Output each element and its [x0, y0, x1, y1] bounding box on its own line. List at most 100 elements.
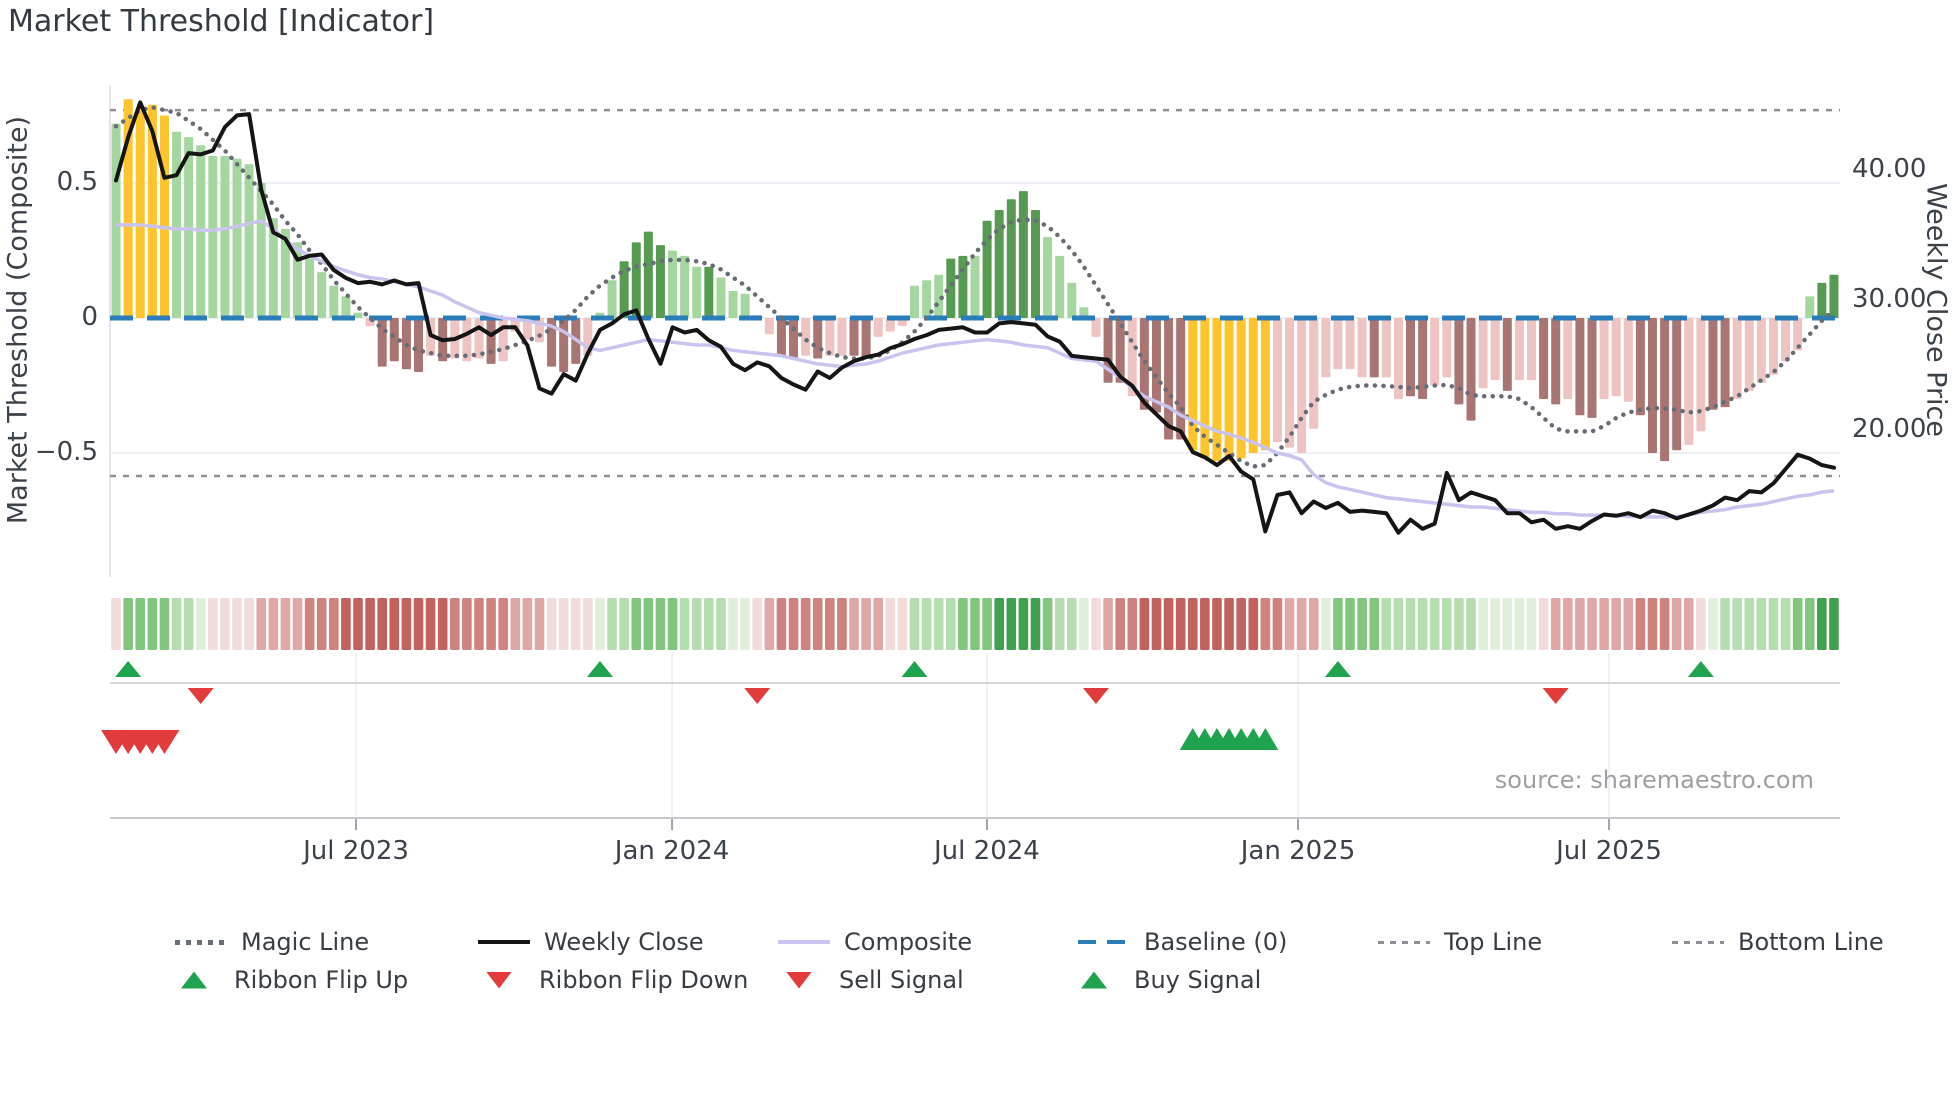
- ribbon-cell: [1611, 598, 1621, 650]
- ribbon-cell: [1066, 598, 1077, 650]
- ribbon-cell: [1393, 598, 1404, 650]
- threshold-bar: [994, 210, 1004, 318]
- threshold-bar: [1781, 318, 1791, 362]
- threshold-bar: [1805, 296, 1815, 318]
- ribbon-cell: [631, 598, 642, 650]
- ribbon-cell: [740, 598, 750, 650]
- threshold-bar: [559, 318, 569, 372]
- ribbon-cell: [534, 598, 545, 650]
- ribbon-cell: [1744, 598, 1755, 650]
- ribbon-cell: [583, 598, 593, 650]
- threshold-bar: [1272, 318, 1282, 443]
- ribbon-cell: [643, 598, 654, 650]
- threshold-bar: [619, 261, 629, 318]
- threshold-bar: [1793, 318, 1803, 351]
- ribbon-cell: [812, 598, 823, 650]
- ribbon-cell: [1514, 598, 1525, 650]
- ribbon-cell: [208, 598, 218, 650]
- ribbon-cell: [1248, 598, 1259, 650]
- threshold-bar: [1067, 282, 1077, 318]
- ribbon-cell: [607, 598, 617, 650]
- ribbon-cell: [1333, 598, 1343, 650]
- ribbon-cell: [353, 598, 363, 650]
- threshold-bar: [1551, 318, 1561, 405]
- threshold-bar: [1127, 318, 1137, 397]
- threshold-bar: [885, 318, 895, 332]
- ribbon-cell: [1127, 598, 1138, 650]
- ribbon-cell: [377, 598, 388, 650]
- threshold-bar: [1406, 318, 1416, 397]
- solid-black-icon: [478, 940, 530, 944]
- threshold-bar: [922, 280, 932, 318]
- threshold-bar: [1587, 318, 1597, 418]
- dashed-gray-swatch: [1378, 940, 1430, 944]
- dashed-blue-icon: [1078, 940, 1130, 944]
- threshold-bar: [668, 250, 678, 318]
- ribbon-cell: [401, 598, 412, 650]
- ribbon-cell: [437, 598, 448, 650]
- ribbon-flip-up-marker: [115, 661, 142, 677]
- threshold-bar: [716, 277, 726, 318]
- ribbon-cell: [667, 598, 678, 650]
- legend-label: Sell Signal: [839, 966, 964, 994]
- ribbon-cell: [1115, 598, 1125, 650]
- ribbon-cell: [498, 598, 508, 650]
- ribbon-cell: [1187, 598, 1198, 650]
- ribbon-cell: [1212, 598, 1222, 650]
- threshold-bar: [1309, 318, 1319, 429]
- threshold-bar: [1188, 318, 1198, 451]
- solid-lavender-icon: [778, 940, 830, 944]
- left-tick-label: 0.5: [56, 167, 98, 197]
- threshold-bar: [1260, 318, 1270, 451]
- triangle-up-icon: [168, 971, 220, 989]
- ribbon-cell: [268, 598, 279, 650]
- threshold-bar: [692, 266, 702, 318]
- threshold-bar: [147, 104, 157, 318]
- threshold-bar: [522, 318, 532, 340]
- ribbon-cell: [1006, 598, 1017, 650]
- threshold-bar: [1030, 210, 1040, 318]
- x-tick-label: Jul 2024: [934, 836, 1040, 866]
- ribbon-cell: [1284, 598, 1295, 650]
- legend-label: Buy Signal: [1134, 966, 1262, 994]
- threshold-bar: [1478, 318, 1488, 389]
- ribbon-cell: [1792, 598, 1803, 650]
- threshold-bar: [413, 318, 423, 372]
- ribbon-flip-down-marker: [1542, 688, 1569, 704]
- ribbon-flip-up-marker: [586, 661, 613, 677]
- ribbon-cell: [1756, 598, 1767, 650]
- ribbon-cell: [280, 598, 291, 650]
- ribbon-cell: [1381, 598, 1392, 650]
- ribbon-cell: [232, 598, 242, 650]
- x-tick-label: Jan 2024: [614, 836, 730, 866]
- ribbon-cell: [1478, 598, 1488, 650]
- threshold-bar: [1490, 318, 1500, 381]
- legend-label: Top Line: [1444, 928, 1543, 956]
- ribbon-cell: [1442, 598, 1452, 650]
- ribbon-cell: [776, 598, 787, 650]
- threshold-bar: [1442, 318, 1452, 378]
- threshold-bar: [1224, 318, 1234, 462]
- threshold-bar: [1006, 199, 1016, 318]
- ribbon-cell: [425, 598, 436, 650]
- ribbon-cell: [183, 598, 194, 650]
- threshold-bar: [1732, 318, 1742, 399]
- ribbon-cell: [1599, 598, 1609, 650]
- threshold-bar: [1454, 318, 1464, 405]
- ribbon-cell: [704, 598, 714, 650]
- ribbon-cell: [1647, 598, 1658, 650]
- ribbon-cell: [195, 598, 206, 650]
- threshold-bar: [1539, 318, 1549, 399]
- x-tick-label: Jul 2023: [303, 836, 409, 866]
- threshold-bar: [486, 318, 496, 364]
- ribbon-flip-up-marker: [1324, 661, 1351, 677]
- threshold-bar: [1672, 318, 1682, 451]
- ribbon-cell: [946, 598, 956, 650]
- ribbon-cell: [304, 598, 315, 650]
- ribbon-flip-up-marker: [1687, 661, 1714, 677]
- threshold-bar: [776, 318, 786, 356]
- ribbon-cell: [728, 598, 738, 650]
- legend-item: Ribbon Flip Down: [473, 965, 748, 995]
- ribbon-cell: [244, 598, 254, 650]
- threshold-bar: [1660, 318, 1670, 462]
